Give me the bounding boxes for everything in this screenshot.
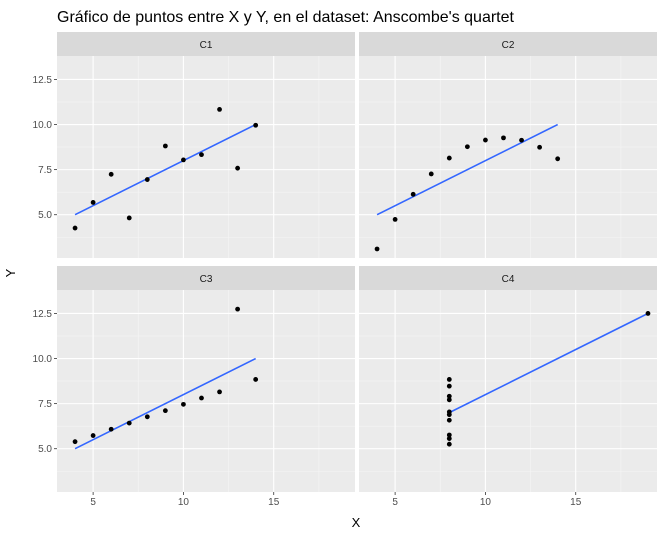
x-tick-label: 10 [178, 497, 190, 508]
data-point-c1 [253, 122, 259, 128]
data-point-c2 [392, 217, 398, 222]
data-point-c2 [519, 137, 524, 143]
data-point-c3 [181, 401, 186, 407]
data-point-c3 [217, 389, 222, 395]
axes-layer: 5.0 7.5 10.0 12.5 5.0 7.5 10.0 12.5 5 10 15 5 10 15 [33, 75, 582, 508]
data-point-c2 [555, 156, 561, 162]
data-point-c1 [181, 157, 186, 163]
y-tick-label: 5.0 [38, 444, 52, 455]
data-point-c3 [235, 306, 241, 312]
y-axis-title: Y [3, 268, 18, 277]
strip-c3 [57, 266, 355, 290]
data-point-c2 [428, 171, 434, 177]
fit-line-c1 [74, 123, 257, 216]
panel-background-c1 [57, 56, 355, 258]
data-point-c4 [446, 377, 452, 382]
panel-inner-c3 [57, 290, 355, 492]
data-point-c3 [199, 395, 204, 401]
chart-title: Gráfico de puntos entre X y Y, en el dat… [57, 9, 515, 26]
data-point-c4 [446, 441, 452, 447]
data-point-c4 [446, 383, 452, 389]
data-point-c4 [446, 432, 452, 438]
strip-label-c1: C1 [200, 40, 213, 51]
data-point-c1 [162, 143, 168, 149]
data-point-c2 [464, 144, 470, 150]
x-tick-label: 15 [268, 497, 280, 508]
panels-layer: C1 C2 C3 C4 [57, 32, 657, 492]
x-tick-label: 5 [90, 497, 96, 508]
data-point-c1 [90, 200, 96, 205]
fit-line-c3 [74, 357, 257, 450]
data-point-c3 [126, 420, 132, 426]
strip-c1 [57, 32, 355, 56]
data-point-c3 [108, 426, 114, 432]
strip-c4 [359, 266, 657, 290]
data-point-c1 [217, 106, 222, 112]
data-point-c4 [446, 412, 452, 418]
data-point-c4 [446, 417, 452, 423]
data-point-c3 [253, 377, 259, 382]
data-point-c3 [90, 433, 96, 438]
panel-inner-c1 [57, 56, 355, 258]
x-tick-label: 5 [392, 497, 398, 508]
data-point-c2 [410, 191, 416, 197]
fit-line-c2 [376, 123, 559, 216]
data-point-c1 [126, 215, 132, 221]
y-tick-label: 12.5 [33, 309, 53, 320]
x-tick-label: 15 [570, 497, 582, 508]
y-tick-label: 7.5 [38, 165, 52, 176]
data-point-c1 [108, 171, 114, 177]
data-point-c1 [199, 152, 204, 158]
data-point-c3 [72, 439, 78, 445]
x-axis-title: X [352, 515, 361, 530]
y-tick-label: 12.5 [33, 75, 53, 86]
data-point-c4 [446, 436, 452, 442]
data-point-c2 [501, 135, 506, 141]
data-point-c2 [483, 137, 488, 143]
data-point-c3 [144, 414, 150, 420]
strip-c2 [359, 32, 657, 56]
data-point-c2 [374, 246, 380, 252]
data-point-c4 [645, 311, 651, 316]
strip-label-c4: C4 [502, 274, 515, 285]
y-tick-label: 7.5 [38, 399, 52, 410]
panel-background-c3 [57, 290, 355, 492]
panel-c1: C1 [57, 32, 355, 258]
data-point-c1 [235, 165, 241, 171]
data-point-c2 [446, 155, 452, 161]
data-point-c4 [446, 397, 452, 403]
data-point-c1 [72, 225, 78, 231]
data-point-c2 [537, 144, 543, 150]
data-point-c3 [162, 408, 168, 414]
y-tick-label: 10.0 [33, 120, 53, 131]
panel-c3: C3 [57, 266, 355, 492]
strip-label-c3: C3 [200, 274, 213, 285]
data-point-c4 [446, 393, 452, 399]
panel-inner-c2 [359, 56, 657, 258]
fit-line-c4 [448, 312, 649, 414]
panel-background-c2 [359, 56, 657, 258]
panel-c4: C4 [359, 266, 657, 492]
y-tick-label: 5.0 [38, 210, 52, 221]
strip-label-c2: C2 [502, 40, 515, 51]
x-tick-label: 10 [480, 497, 492, 508]
y-tick-label: 10.0 [33, 354, 53, 365]
panel-inner-c4 [359, 290, 657, 492]
panel-background-c4 [359, 290, 657, 492]
data-point-c1 [144, 177, 150, 182]
panel-c2: C2 [359, 32, 657, 258]
